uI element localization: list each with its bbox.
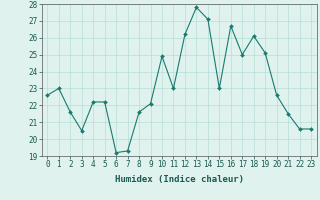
X-axis label: Humidex (Indice chaleur): Humidex (Indice chaleur) <box>115 175 244 184</box>
